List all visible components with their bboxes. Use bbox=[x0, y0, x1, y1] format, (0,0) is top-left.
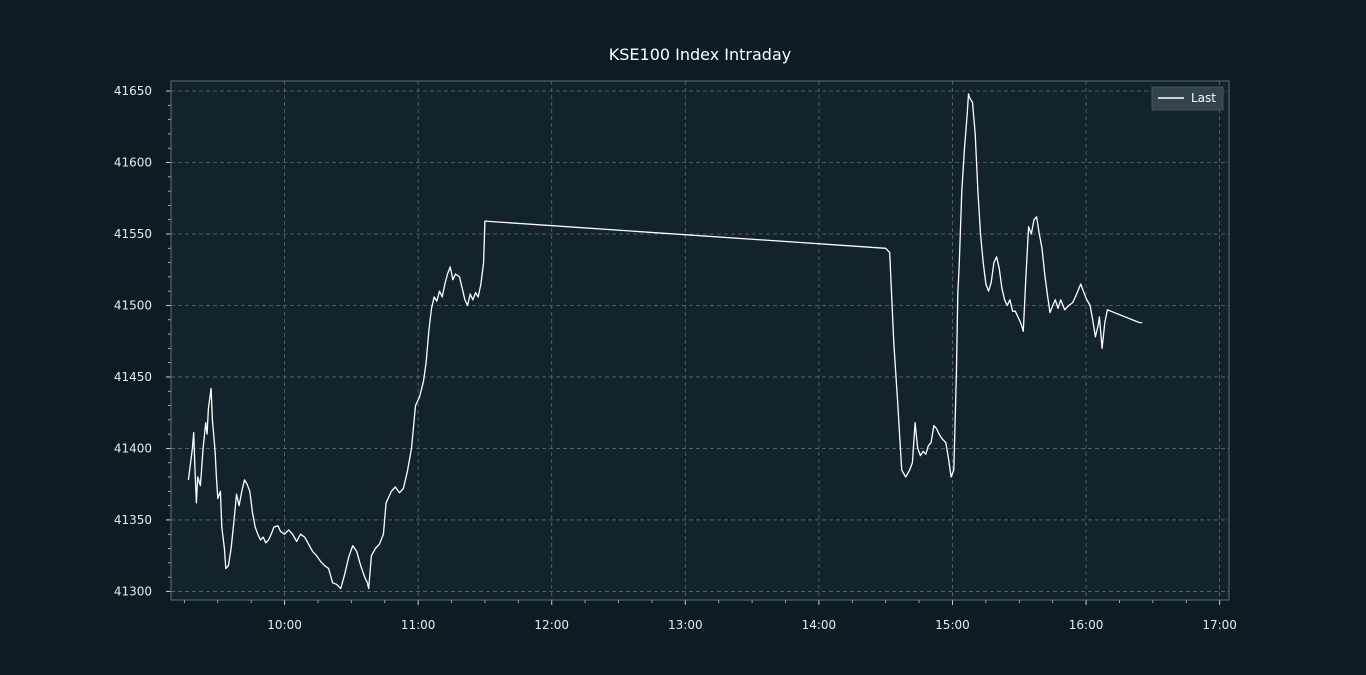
x-tick-label: 13:00 bbox=[668, 618, 703, 632]
legend-box bbox=[1151, 86, 1224, 111]
x-tick-label: 10:00 bbox=[267, 618, 302, 632]
y-tick-label: 41400 bbox=[114, 441, 152, 455]
y-tick-label: 41450 bbox=[114, 370, 152, 384]
series-line-last bbox=[187, 93, 1143, 590]
y-tick-label: 41650 bbox=[114, 84, 152, 98]
x-tick-label: 17:00 bbox=[1202, 618, 1237, 632]
y-tick-label: 41550 bbox=[114, 227, 152, 241]
y-tick-label: 41350 bbox=[114, 513, 152, 527]
x-tick-label: 12:00 bbox=[534, 618, 569, 632]
plot-area bbox=[171, 81, 1229, 600]
x-tick-label: 15:00 bbox=[935, 618, 970, 632]
y-tick-label: 41300 bbox=[114, 584, 152, 598]
x-tick-label: 14:00 bbox=[802, 618, 837, 632]
x-tick-label: 16:00 bbox=[1069, 618, 1104, 632]
chart-title: KSE100 Index Intraday bbox=[609, 45, 791, 64]
series-layer bbox=[187, 93, 1143, 590]
legend-label: Last bbox=[1191, 91, 1216, 105]
y-tick-label: 41600 bbox=[114, 155, 152, 169]
y-tick-label: 41500 bbox=[114, 298, 152, 312]
legend: Last bbox=[1151, 86, 1224, 111]
plot-frame bbox=[170, 80, 1230, 601]
grid-lines bbox=[171, 81, 1229, 600]
axis-ticks: 41300 41350 41400 41450 41500 41550 41600 41650… bbox=[114, 84, 1237, 632]
x-tick-label: 11:00 bbox=[401, 618, 436, 632]
